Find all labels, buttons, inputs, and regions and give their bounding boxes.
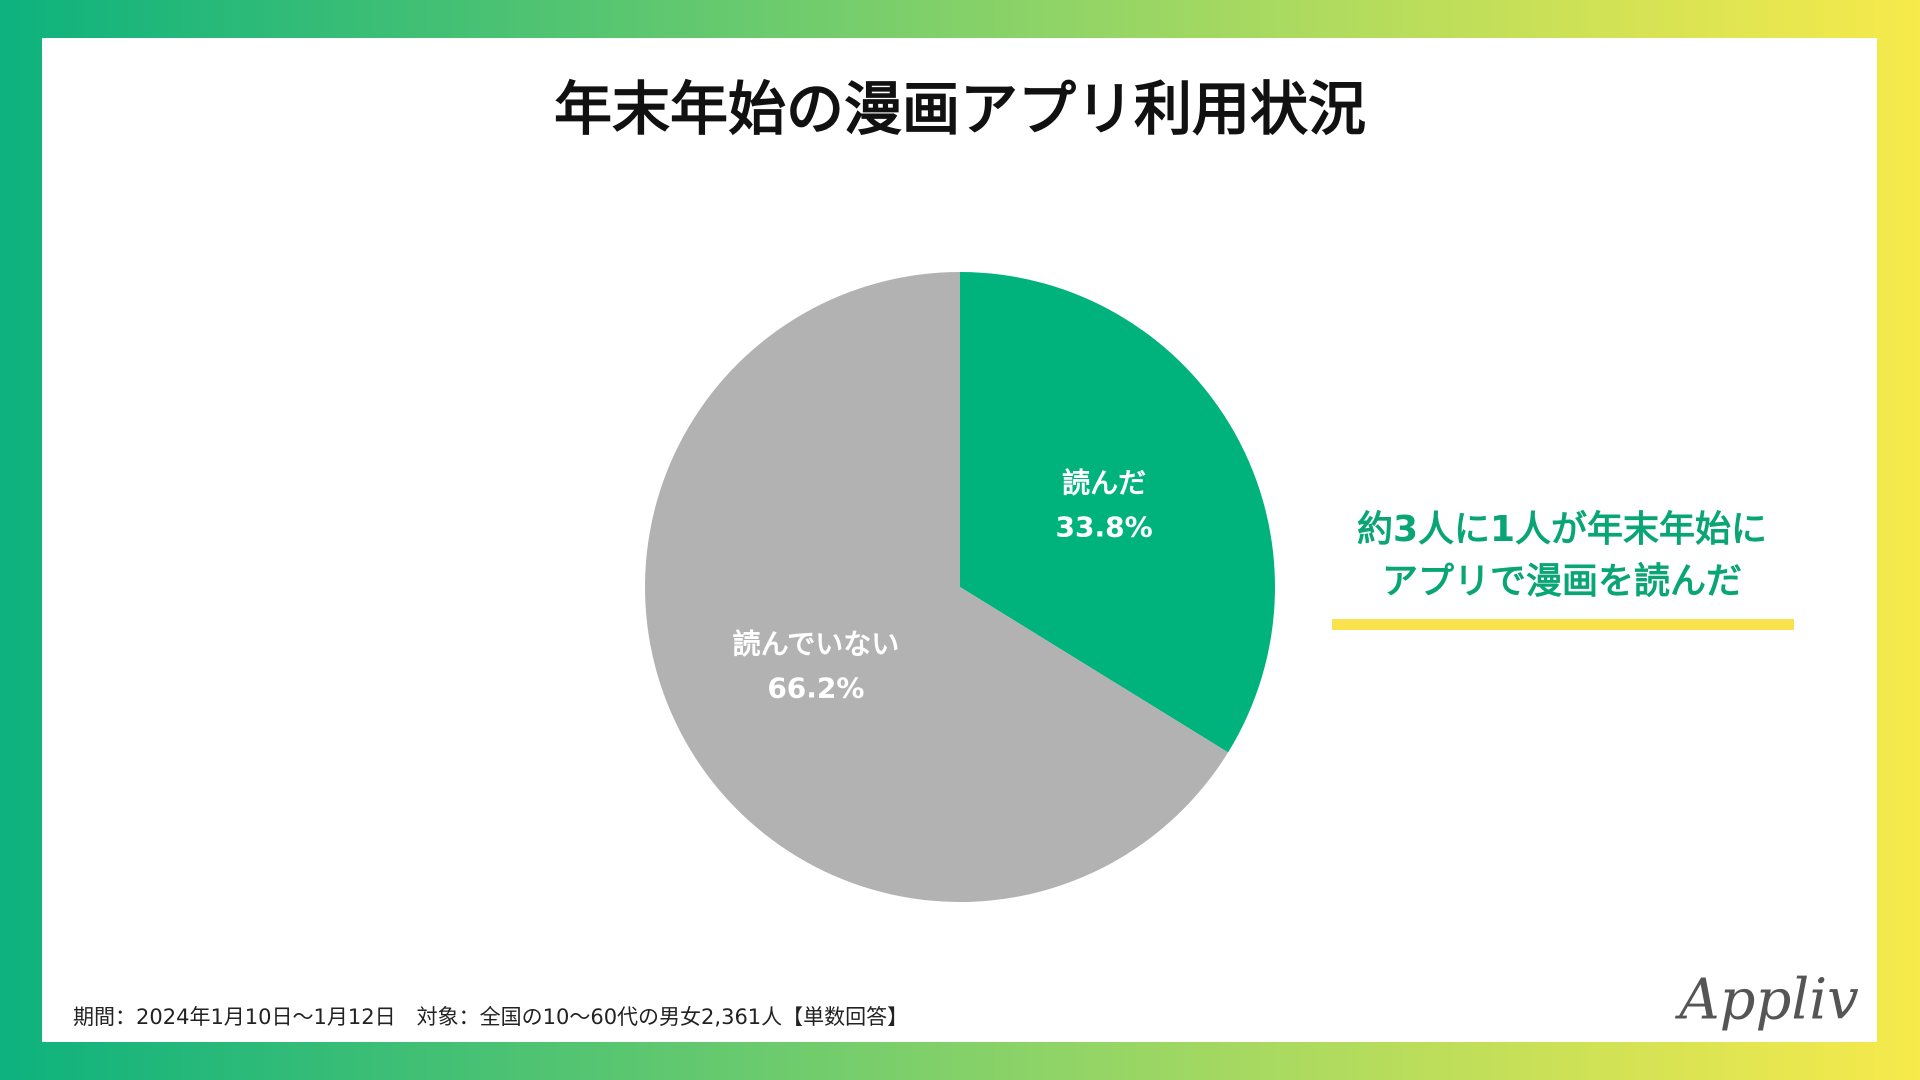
slice-value-label: 66.2% [767, 671, 864, 704]
annotation-line: アプリで漫画を読んだ [1382, 561, 1742, 602]
slice-label: 読んでいない [733, 627, 900, 660]
annotation-line: 約3人に1人が年末年始に [1357, 509, 1767, 550]
slice-label: 読んだ [1062, 467, 1146, 500]
pie-slice [960, 272, 1275, 753]
pie-slice [645, 272, 1229, 902]
chart-title: 年末年始の漫画アプリ利用状況 [554, 75, 1366, 143]
annotation-underline [1332, 619, 1794, 630]
brand-logo: Appliv [1674, 968, 1859, 1033]
slice-value-label: 33.8% [1056, 511, 1153, 544]
footnote: 期間：2024年1月10日〜1月12日 対象：全国の10〜60代の男女2,361… [73, 1005, 908, 1029]
